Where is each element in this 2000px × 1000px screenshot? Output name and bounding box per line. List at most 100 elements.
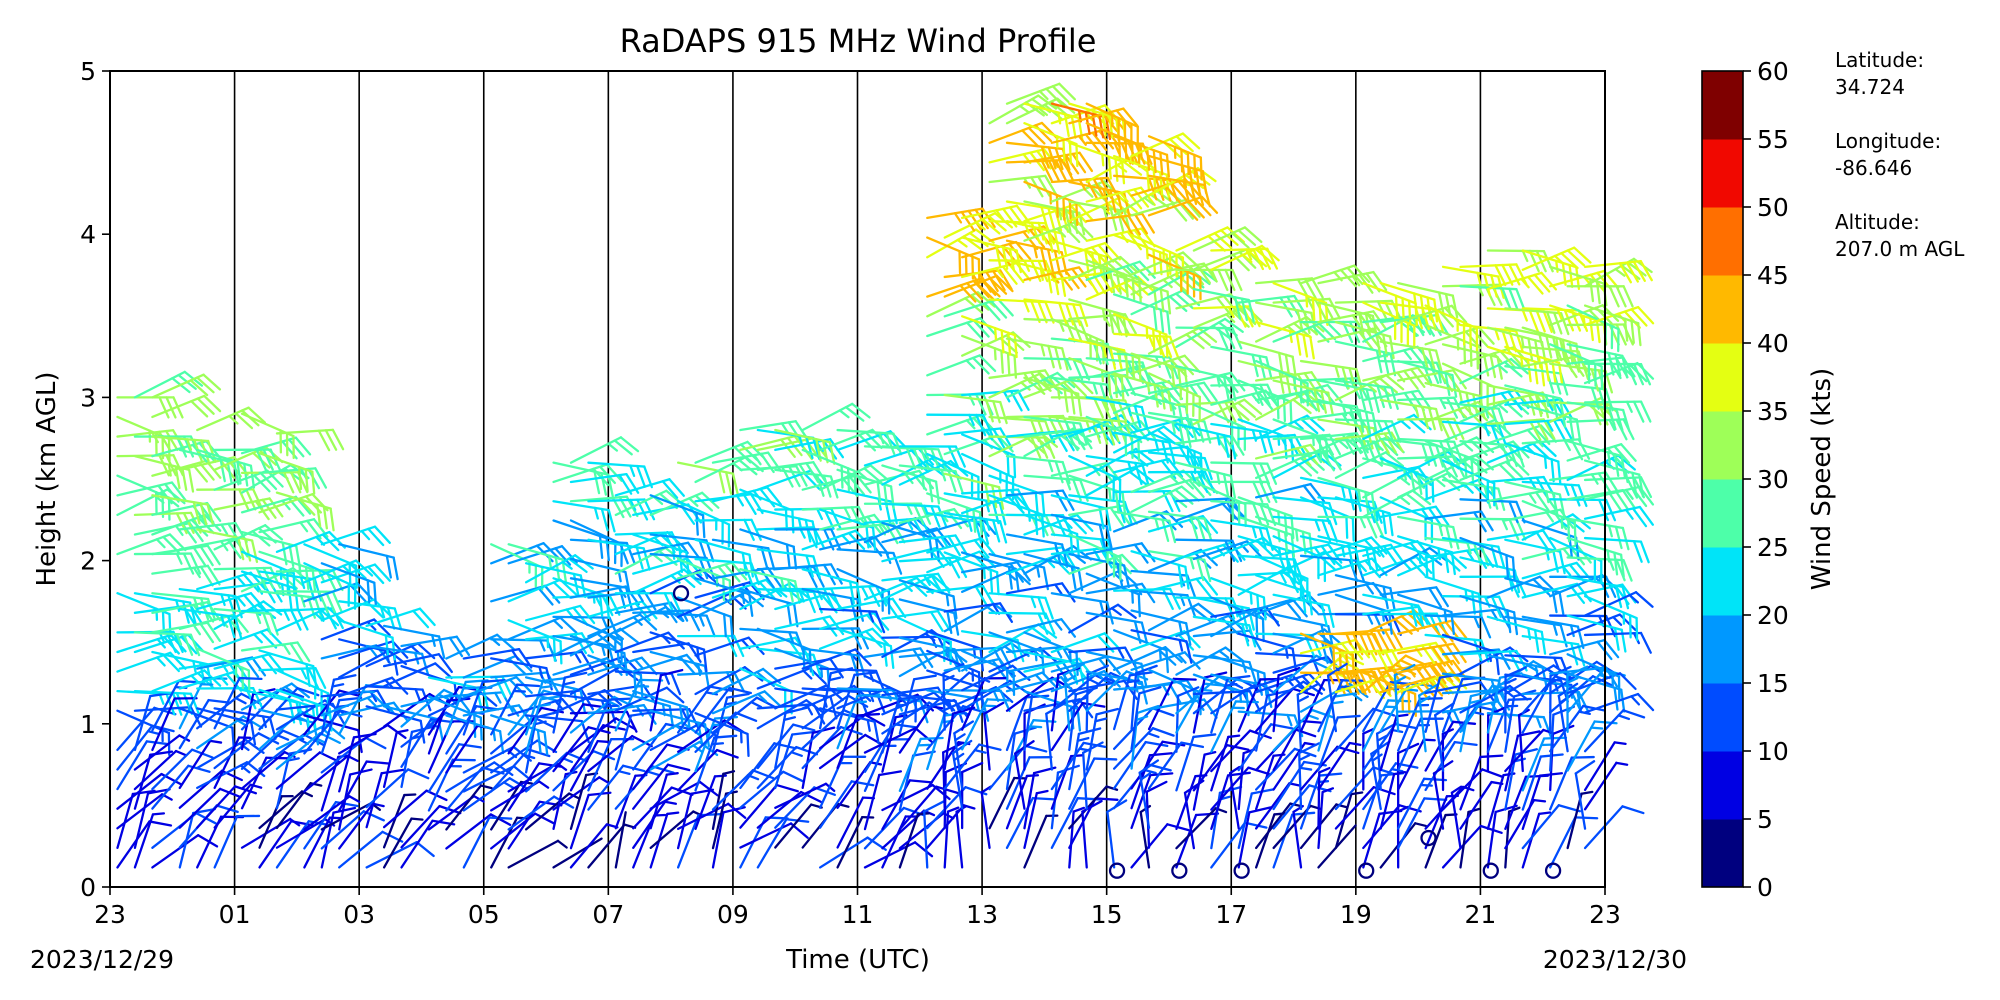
wind-barb: [961, 315, 1018, 359]
wind-barb: [756, 627, 812, 673]
wind-barb: [1005, 82, 1077, 106]
wind-barb: [1583, 536, 1650, 564]
colorbar-segment: [1702, 343, 1743, 412]
wind-barb: [275, 428, 345, 452]
wind-barb: [507, 545, 578, 566]
wind-barb: [1362, 727, 1375, 791]
wind-barb: [711, 770, 736, 831]
wind-barb: [1583, 505, 1654, 528]
wind-barb: [1050, 180, 1121, 204]
wind-barb: [133, 370, 204, 399]
wind-barb: [1574, 760, 1596, 830]
wind-barb: [676, 748, 739, 792]
wind-barb: [151, 621, 221, 644]
longitude-value: -86.646: [1835, 156, 1913, 180]
wind-barb: [818, 627, 890, 650]
wind-barb: [1326, 662, 1348, 733]
calm-circle: [672, 585, 690, 602]
y-tick-label: 4: [80, 220, 96, 249]
colorbar-label: Wind Speed (kts): [1807, 368, 1837, 590]
wind-barb: [1237, 723, 1294, 772]
wind-barb: [1583, 761, 1629, 811]
wind-barb: [801, 726, 836, 790]
wind-barb: [711, 806, 746, 869]
wind-barb: [881, 609, 951, 632]
y-tick-label: 2: [80, 547, 96, 576]
calm-circle: [1544, 862, 1562, 879]
wind-barb: [1045, 701, 1067, 771]
wind-barb: [1459, 285, 1526, 311]
wind-barb: [614, 711, 654, 771]
wind-barb: [739, 420, 809, 442]
wind-barb: [1023, 814, 1059, 869]
wind-barb: [632, 800, 678, 849]
wind-barb: [1175, 268, 1243, 292]
wind-barb: [569, 717, 637, 753]
wind-barb: [116, 820, 173, 869]
wind-barb: [983, 701, 1005, 771]
latitude-label: Latitude:: [1835, 48, 1925, 72]
chart-title: RaDAPS 915 MHz Wind Profile: [620, 22, 1097, 60]
x-tick-label: 13: [966, 900, 998, 929]
wind-barb: [1379, 546, 1449, 577]
wind-barb: [382, 729, 409, 789]
wind-barb: [988, 121, 1059, 148]
wind-barb: [943, 212, 1014, 239]
wind-barb: [863, 770, 903, 831]
wind-barb: [1566, 536, 1625, 578]
colorbar-tick-label: 30: [1757, 465, 1789, 494]
wind-barb: [1583, 692, 1655, 714]
wind-barb: [1583, 362, 1652, 386]
calm-circle: [1358, 862, 1375, 879]
wind-barb: [1334, 496, 1394, 537]
wind-barb: [988, 435, 1056, 459]
wind-barb: [213, 814, 261, 869]
wind-barb: [1424, 510, 1494, 533]
wind-barb: [258, 452, 316, 495]
wind-barb: [258, 649, 318, 690]
wind-barb: [1397, 515, 1460, 550]
wind-barb: [1459, 754, 1504, 811]
wind-barb: [1068, 603, 1137, 634]
wind-barb: [1068, 727, 1102, 791]
colorbar-segment: [1702, 479, 1743, 548]
wind-barb: [961, 236, 1022, 274]
wind-barb: [213, 676, 263, 730]
wind-barb: [649, 668, 684, 732]
wind-barb: [1112, 727, 1175, 770]
wind-barb: [552, 461, 614, 498]
wind-barb: [1130, 651, 1201, 671]
wind-barb: [881, 464, 941, 505]
colorbar-segment: [1702, 139, 1743, 208]
wind-barb: [151, 834, 219, 869]
wind-barb: [801, 402, 871, 432]
wind-barb: [116, 396, 184, 419]
wind-barb: [1112, 135, 1170, 178]
wind-barb: [676, 461, 740, 497]
wind-barb: [1334, 320, 1395, 360]
wind-barb: [1566, 790, 1594, 850]
colorbar: 0 5 10 15 20 25 30 35 40 45 50 55 60: [1701, 57, 1789, 902]
colorbar-segment: [1702, 547, 1743, 616]
wind-barb: [1486, 271, 1558, 295]
x-tick-label: 23: [1589, 900, 1621, 929]
wind-barb: [694, 686, 753, 734]
wind-barb: [1255, 802, 1303, 850]
wind-barb: [1583, 709, 1646, 753]
colorbar-segment: [1702, 71, 1743, 140]
calm-markers: [672, 585, 1562, 879]
wind-barb: [1147, 510, 1213, 541]
wind-barb: [1566, 401, 1631, 433]
wind-barb: [649, 494, 706, 539]
wind-barb: [1112, 740, 1169, 790]
wind-barb: [1334, 628, 1404, 652]
wind-barb: [338, 543, 399, 581]
wind-barb: [1379, 340, 1443, 373]
wind-barb: [1566, 672, 1637, 695]
wind-barb: [756, 667, 827, 690]
wind-barb: [552, 837, 603, 869]
wind-barb: [1175, 422, 1237, 460]
wind-barb: [1210, 821, 1268, 869]
wind-barb: [926, 354, 997, 377]
wind-barb: [1272, 666, 1301, 733]
